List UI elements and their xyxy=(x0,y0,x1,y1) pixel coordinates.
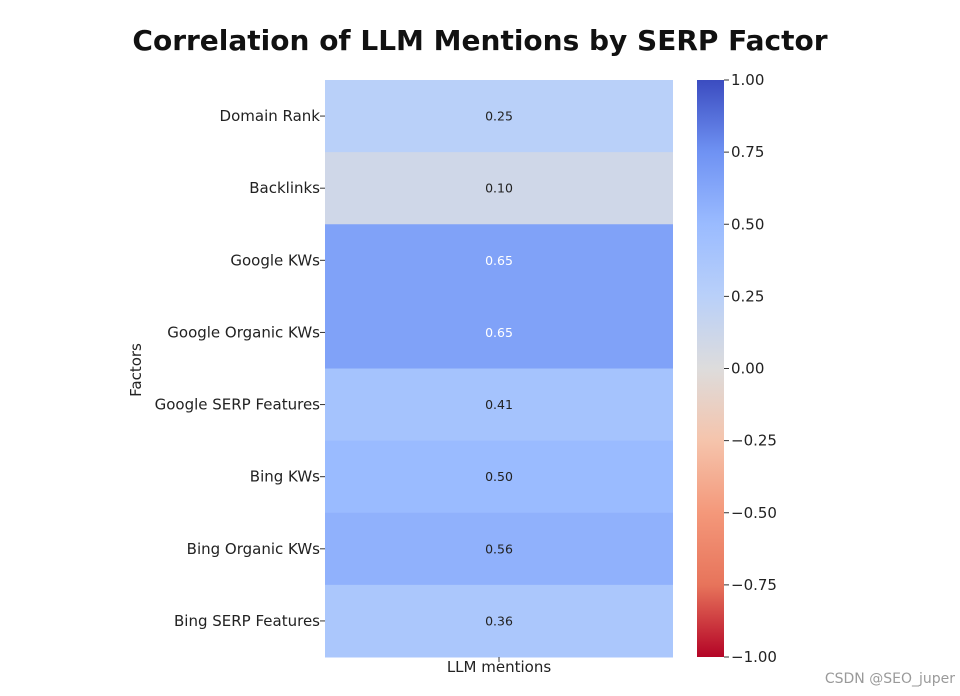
heatmap-cell-label: 0.41 xyxy=(485,397,513,412)
colorbar-ticks: 1.00 0.75 0.50 0.25 0.00 −0.25 −0.50 −0.75 −1.00 xyxy=(724,71,777,666)
heatmap-cell xyxy=(325,512,673,586)
row-tick-label: Google SERP Features xyxy=(155,396,321,414)
colorbar xyxy=(697,80,724,657)
heatmap-cell-label: 0.25 xyxy=(485,109,513,124)
heatmap-cell xyxy=(325,152,673,225)
column-tick-label: LLM mentions xyxy=(447,658,552,676)
row-tick-label: Bing KWs xyxy=(250,468,320,486)
colorbar-tick-label: 0.25 xyxy=(731,287,764,305)
colorbar-tick-label: −1.00 xyxy=(731,648,777,666)
row-tick-label: Google Organic KWs xyxy=(167,323,320,341)
heatmap-cell-label: 0.36 xyxy=(485,613,513,628)
colorbar-tick-label: 0.50 xyxy=(731,215,764,233)
row-tick-label: Bing Organic KWs xyxy=(187,540,321,558)
colorbar-tick-label: −0.25 xyxy=(731,432,777,450)
heatmap-cell-label: 0.56 xyxy=(485,541,513,556)
row-tick-label: Bing SERP Features xyxy=(174,612,320,630)
colorbar-tick-label: 0.00 xyxy=(731,360,764,378)
row-tick-label: Backlinks xyxy=(249,179,320,197)
column-tick-labels: LLM mentions xyxy=(447,657,552,676)
heatmap-cell xyxy=(325,224,673,297)
colorbar-tick-label: −0.50 xyxy=(731,504,777,522)
heatmap-cell xyxy=(325,440,673,514)
colorbar-tick-label: 1.00 xyxy=(731,71,764,89)
colorbar-tick-label: 0.75 xyxy=(731,143,764,161)
heatmap-cell xyxy=(325,80,673,153)
colorbar-tick-label: −0.75 xyxy=(731,576,777,594)
heatmap-cell-label: 0.65 xyxy=(485,325,513,340)
heatmap-cell xyxy=(325,584,673,658)
heatmap-cell-label: 0.50 xyxy=(485,469,513,484)
heatmap-cell xyxy=(325,296,673,369)
y-axis-label: Factors xyxy=(127,343,145,397)
row-tick-label: Domain Rank xyxy=(220,107,321,125)
row-tick-label: Google KWs xyxy=(230,251,320,269)
heatmap-cell-label: 0.10 xyxy=(485,181,513,196)
heatmap-cell-label: 0.65 xyxy=(485,253,513,268)
heatmap-cells: 0.25 0.10 0.65 0.65 0.41 0.50 0.56 0.36 xyxy=(325,80,673,658)
row-tick-labels: Domain Rank Backlinks Google KWs Google Org… xyxy=(155,107,325,630)
watermark-text: CSDN @SEO_juper xyxy=(825,671,955,687)
heatmap-cell xyxy=(325,368,673,442)
chart-title: Correlation of LLM Mentions by SERP Fact… xyxy=(132,24,827,57)
